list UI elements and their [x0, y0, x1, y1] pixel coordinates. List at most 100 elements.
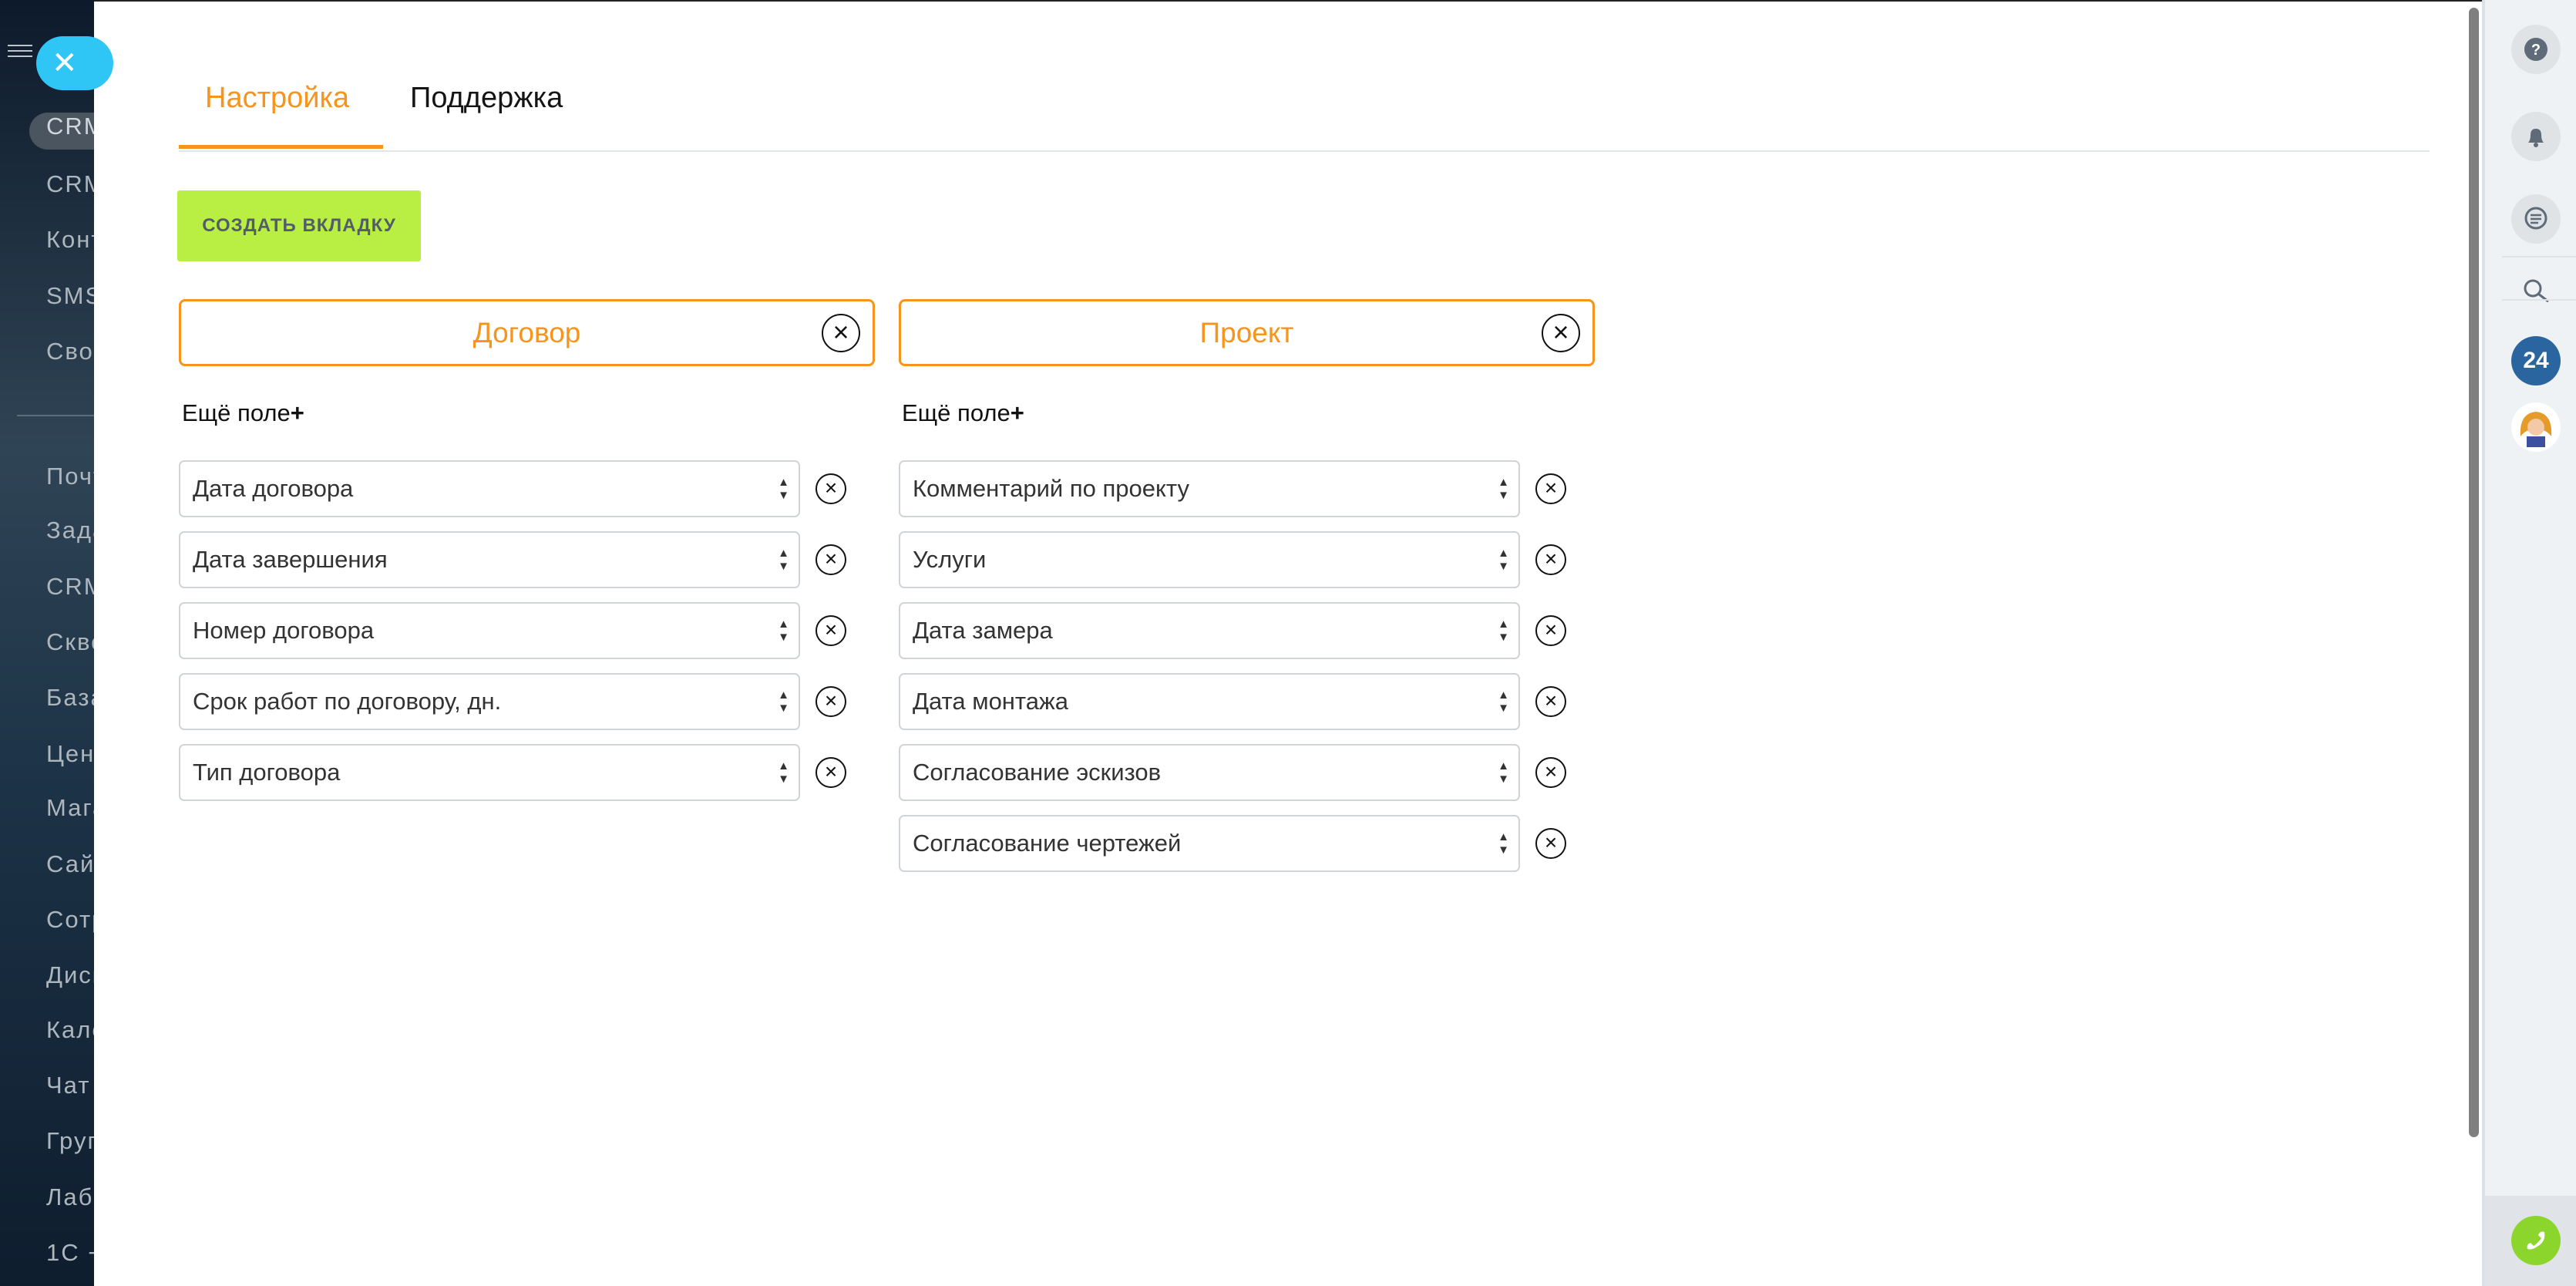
tab-block-title: Проект	[1199, 317, 1294, 348]
help-icon: ?	[2524, 38, 2547, 61]
field-select[interactable]: Дата монтажа ▲ ▼	[899, 673, 1520, 730]
sidebar-item[interactable]: Скво	[46, 628, 94, 655]
tab-block-title: Договор	[472, 317, 581, 348]
svg-text:?: ?	[2531, 42, 2541, 59]
search-button[interactable]	[2511, 267, 2561, 316]
remove-tab-icon[interactable]: ×	[822, 314, 860, 352]
field-select[interactable]: Согласование чертежей ▲ ▼	[899, 815, 1520, 872]
sidebar-item[interactable]: Мага	[46, 794, 94, 822]
sidebar-item[interactable]: Груп	[46, 1127, 94, 1155]
select-arrows-icon: ▲ ▼	[778, 759, 789, 786]
select-arrows-icon: ▲ ▼	[1498, 688, 1509, 715]
sidebar-item[interactable]: CRM	[46, 170, 94, 197]
field-select-value: Согласование эскизов	[913, 759, 1162, 786]
select-arrows-icon: ▲ ▼	[778, 618, 789, 644]
menu-icon[interactable]	[8, 45, 32, 57]
select-arrows-icon: ▲ ▼	[1498, 618, 1509, 644]
divider	[2502, 256, 2576, 258]
remove-field-icon[interactable]: ×	[816, 686, 846, 717]
field-select-value: Срок работ по договору, дн.	[193, 688, 502, 715]
sidebar-item[interactable]: 1С +	[46, 1239, 94, 1267]
sidebar-item[interactable]: База	[46, 684, 94, 712]
field-select-value: Согласование чертежей	[913, 830, 1182, 857]
sidebar-item[interactable]: Чат	[46, 1072, 91, 1099]
phone-icon	[2527, 1231, 2545, 1250]
divider	[2502, 299, 2576, 301]
sidebar-item[interactable]: SMS	[46, 281, 94, 309]
remove-field-icon[interactable]: ×	[1535, 473, 1566, 504]
avatar[interactable]	[2511, 402, 2561, 452]
sidebar-item[interactable]: Зада	[46, 517, 94, 544]
field-select[interactable]: Комментарий по проекту ▲ ▼	[899, 460, 1520, 517]
sidebar-item[interactable]: Сотр	[46, 905, 94, 933]
select-arrows-icon: ▲ ▼	[778, 688, 789, 715]
field-select[interactable]: Номер договора ▲ ▼	[179, 602, 800, 659]
close-icon: ✕	[52, 46, 78, 80]
field-select-value: Дата замера	[913, 617, 1053, 644]
scrollbar[interactable]	[2469, 8, 2479, 1137]
tab-support[interactable]: Поддержка	[410, 82, 563, 114]
divider	[17, 415, 94, 416]
sidebar-item[interactable]: Кале	[46, 1015, 94, 1043]
left-sidebar: CRM CRM Конт SMS Свои Почт Зада CRM Скво База Цент…	[0, 0, 94, 1286]
sidebar-item[interactable]: Диск	[46, 961, 94, 989]
sidebar-item[interactable]: Лабо	[46, 1183, 94, 1210]
field-select[interactable]: Тип договора ▲ ▼	[179, 744, 800, 801]
plus-icon: +	[290, 399, 304, 426]
field-select-value: Дата договора	[193, 475, 354, 502]
select-arrows-icon: ▲ ▼	[1498, 759, 1509, 786]
remove-field-icon[interactable]: ×	[1535, 686, 1566, 717]
chat-button[interactable]	[2511, 194, 2561, 244]
active-item-highlight	[29, 113, 94, 150]
remove-tab-icon[interactable]: ×	[1542, 314, 1580, 352]
sidebar-item[interactable]: CRM	[46, 113, 94, 140]
remove-field-icon[interactable]: ×	[1535, 615, 1566, 646]
field-select[interactable]: Дата замера ▲ ▼	[899, 602, 1520, 659]
remove-field-icon[interactable]: ×	[1535, 544, 1566, 575]
active-tab-indicator	[179, 145, 383, 149]
field-select[interactable]: Дата договора ▲ ▼	[179, 460, 800, 517]
field-select[interactable]: Согласование эскизов ▲ ▼	[899, 744, 1520, 801]
select-arrows-icon: ▲ ▼	[1498, 547, 1509, 573]
help-button[interactable]: ?	[2511, 25, 2561, 74]
field-select[interactable]: Дата завершения ▲ ▼	[179, 531, 800, 588]
field-select[interactable]: Услуги ▲ ▼	[899, 531, 1520, 588]
add-field-link[interactable]: Ещё поле+	[902, 399, 1024, 427]
select-arrows-icon: ▲ ▼	[1498, 476, 1509, 502]
create-tab-button[interactable]: СОЗДАТЬ ВКЛАДКУ	[177, 190, 421, 261]
remove-field-icon[interactable]: ×	[816, 473, 846, 504]
tab-settings[interactable]: Настройка	[205, 82, 350, 114]
select-arrows-icon: ▲ ▼	[1498, 830, 1509, 857]
sidebar-item[interactable]: Свои	[46, 337, 94, 365]
phone-area	[2485, 1196, 2576, 1286]
select-arrows-icon: ▲ ▼	[778, 476, 789, 502]
remove-field-icon[interactable]: ×	[1535, 757, 1566, 788]
remove-field-icon[interactable]: ×	[816, 615, 846, 646]
remove-field-icon[interactable]: ×	[816, 544, 846, 575]
add-field-label: Ещё поле	[902, 399, 1011, 426]
field-select[interactable]: Срок работ по договору, дн. ▲ ▼	[179, 673, 800, 730]
chat-icon	[2524, 207, 2547, 230]
sidebar-item[interactable]: Конт	[46, 226, 94, 254]
remove-field-icon[interactable]: ×	[816, 757, 846, 788]
notifications-button[interactable]	[2511, 112, 2561, 161]
search-icon	[2524, 279, 2549, 303]
avatar-image	[2520, 412, 2552, 447]
tab-block[interactable]: Проект ×	[899, 299, 1595, 366]
field-select-value: Комментарий по проекту	[913, 475, 1189, 502]
tab-block[interactable]: Договор ×	[179, 299, 875, 366]
sidebar-item[interactable]: CRM	[46, 572, 94, 600]
field-select-value: Услуги	[913, 546, 987, 573]
tabs-divider	[179, 150, 2430, 152]
sidebar-item[interactable]: Цент	[46, 739, 94, 767]
sidebar-item[interactable]: Сайт	[46, 850, 94, 877]
field-select-value: Номер договора	[193, 617, 375, 644]
close-button[interactable]: ✕	[36, 36, 113, 90]
add-field-link[interactable]: Ещё поле+	[182, 399, 304, 427]
remove-field-icon[interactable]: ×	[1535, 828, 1566, 859]
phone-button[interactable]	[2511, 1216, 2561, 1265]
right-sidebar: ? 24	[2482, 0, 2576, 1286]
bitrix24-icon[interactable]: 24	[2511, 336, 2561, 385]
sidebar-item[interactable]: Почт	[46, 462, 94, 490]
add-field-label: Ещё поле	[182, 399, 291, 426]
